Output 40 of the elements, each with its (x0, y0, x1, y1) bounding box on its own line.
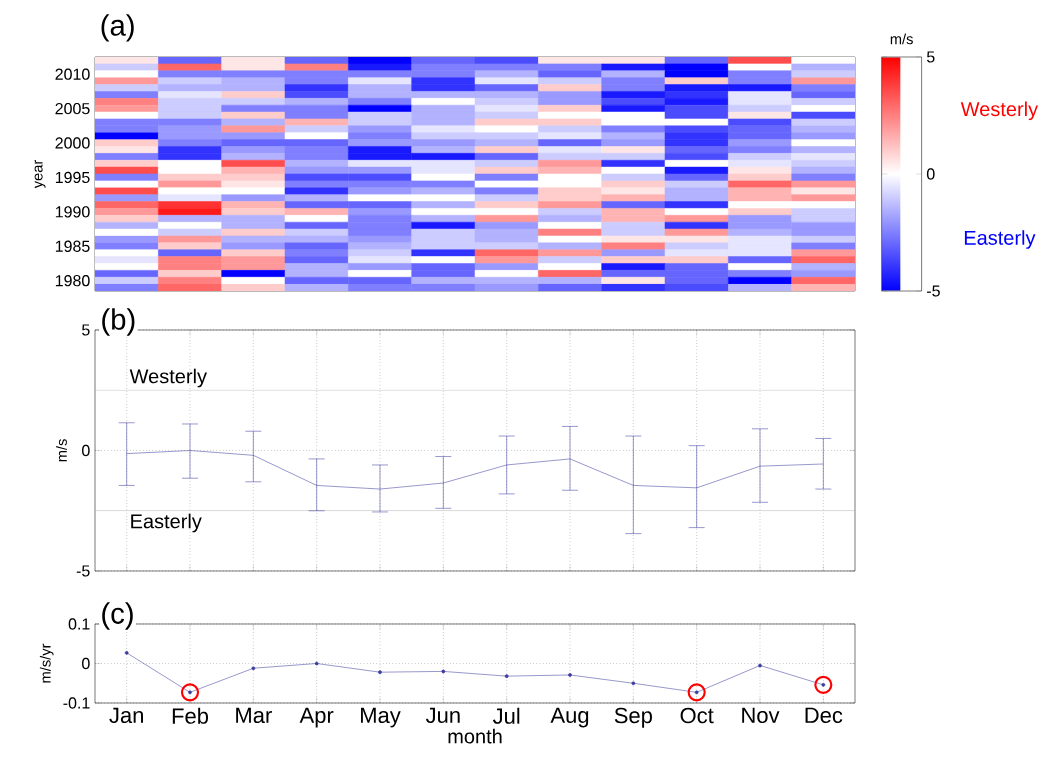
y-tick-label: -5 (76, 565, 90, 577)
y-tick-label: 1985 (55, 240, 90, 252)
x-tick-label: Aug (550, 707, 589, 728)
color-bar-label: 0 (926, 168, 935, 180)
x-tick-label: Jul (492, 707, 520, 724)
chart-title: (b) (102, 308, 135, 336)
x-tick-label: Dec (805, 707, 843, 724)
y-tick-label: 1990 (55, 206, 90, 218)
y-tick-label: 5 (82, 324, 90, 336)
x-tick-label: Jan (109, 707, 143, 724)
y-tick-label: 1995 (55, 171, 90, 184)
x-tick-label: Oct (680, 707, 714, 724)
ref-line-label: Westerly (129, 368, 207, 388)
x-tick-label: Nov (742, 707, 780, 724)
color-bar-label: -5 (927, 285, 940, 297)
color-bar-label: 5 (926, 51, 935, 63)
y-tick-label: 0 (82, 444, 90, 457)
x-axis-title: month (448, 728, 502, 744)
y-tick-label: 2010 (55, 68, 90, 80)
x-tick-label: Feb (172, 707, 209, 724)
chart-title: (a) (101, 14, 134, 42)
y-axis-title: m/s/yr (39, 643, 54, 683)
x-tick-label: Sep (614, 707, 652, 728)
y-tick-label: 0 (82, 657, 90, 670)
x-tick-label: Mar (236, 707, 272, 724)
y-axis-title: year (34, 159, 46, 189)
x-tick-label: Apr (299, 707, 334, 728)
y-tick-label: 0.1 (68, 618, 90, 630)
y-tick-label: -0.1 (63, 697, 90, 709)
text: Westerly (960, 101, 1038, 121)
ref-line-label: Easterly (131, 513, 202, 533)
y-axis-title: m/s (56, 439, 67, 462)
y-tick-label: 2005 (55, 102, 90, 115)
y-tick-label: 1980 (55, 275, 90, 287)
color-bar-title: m/s (890, 33, 913, 45)
y-tick-label: 2000 (55, 137, 90, 149)
chart-title: (c) (102, 602, 133, 630)
x-tick-label: Jun (425, 707, 460, 724)
text: Easterly (964, 230, 1036, 249)
x-tick-label: May (361, 707, 401, 728)
